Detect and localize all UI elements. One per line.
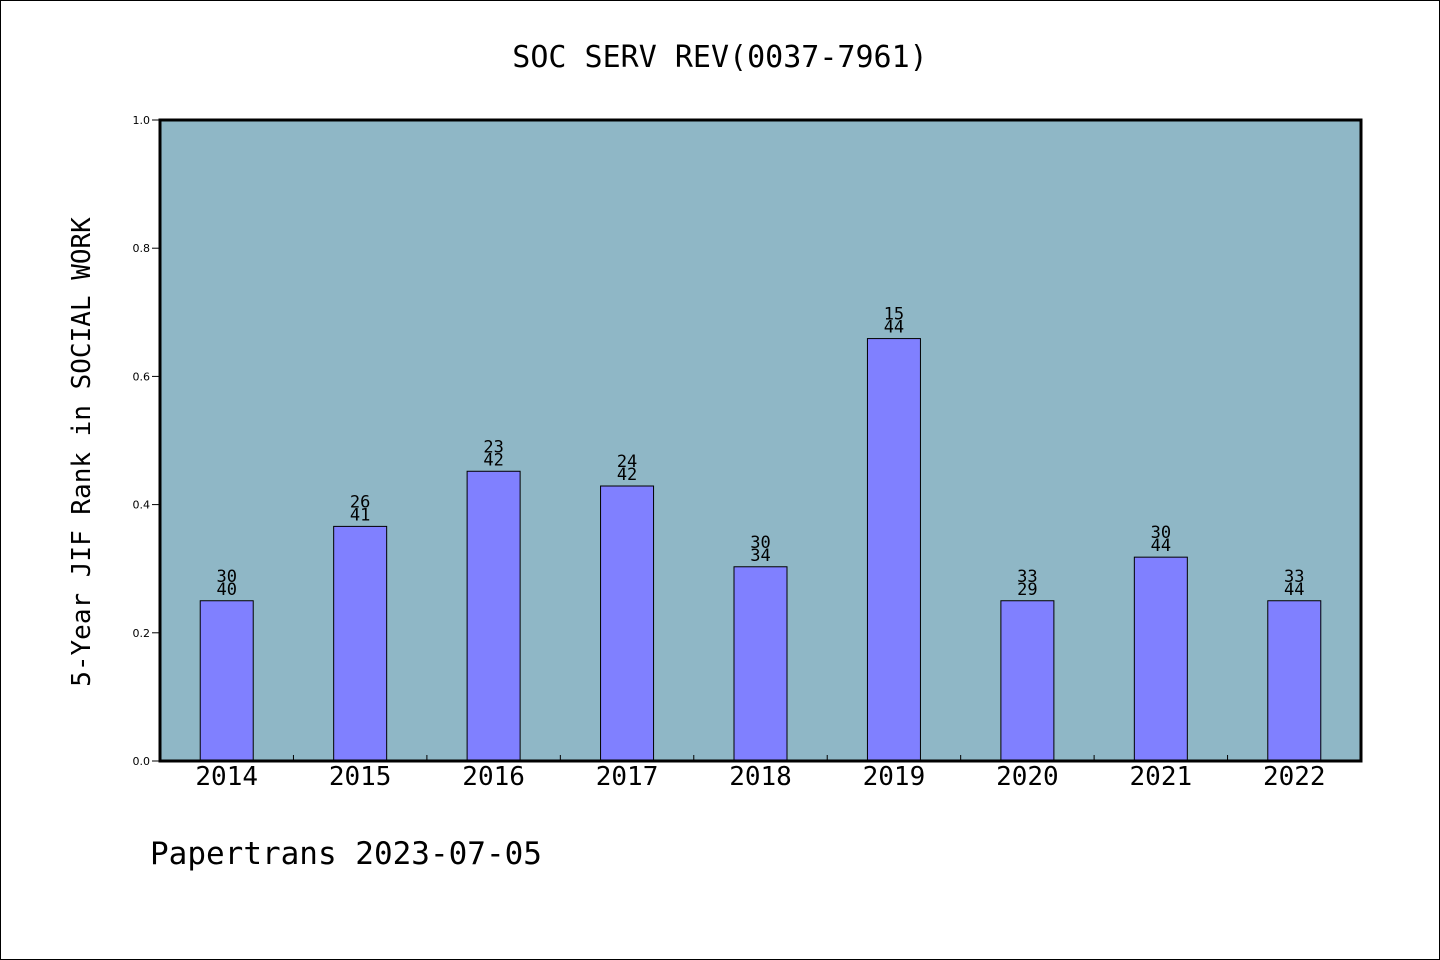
x-tick-label-2022: 2022 xyxy=(1263,762,1326,792)
bar-label-bottom-2014: 40 xyxy=(216,580,236,600)
bar-label-top-2020: 33 xyxy=(1017,567,1037,587)
bar-label-top-2021: 30 xyxy=(1151,523,1171,543)
bar-label-top-2016: 23 xyxy=(483,437,503,457)
y-tick-label: 0.2 xyxy=(133,627,151,640)
bar-label-bottom-2018: 34 xyxy=(750,546,770,566)
y-tick-label: 0.0 xyxy=(133,755,151,768)
y-axis-label: 5-Year JIF Rank in SOCIAL WORK xyxy=(67,217,97,687)
bar-label-top-2014: 30 xyxy=(216,567,236,587)
bars-group xyxy=(199,338,1322,762)
bar-label-bottom-2015: 41 xyxy=(350,505,370,525)
x-tick-label-2015: 2015 xyxy=(329,762,392,792)
y-axis: 0.0 0.2 0.4 0.6 0.8 1.0 xyxy=(133,114,160,768)
y-tick-label: 0.8 xyxy=(133,242,151,255)
x-tick-label-2020: 2020 xyxy=(996,762,1059,792)
bar-2014 xyxy=(199,600,254,762)
bar-label-bottom-2017: 42 xyxy=(617,465,637,485)
bar-2019 xyxy=(866,338,921,762)
x-tick-label-2019: 2019 xyxy=(863,762,926,792)
x-axis: 2014 2015 2016 2017 2018 2019 2020 2021 2022 xyxy=(195,755,1326,792)
bar-2016 xyxy=(466,470,521,762)
x-tick-label-2021: 2021 xyxy=(1130,762,1193,792)
bar-label-bottom-2021: 44 xyxy=(1151,536,1171,556)
bar-label-top-2018: 30 xyxy=(750,533,770,553)
x-tick-label-2014: 2014 xyxy=(195,762,258,792)
bar-2015 xyxy=(333,525,388,762)
bar-2022 xyxy=(1267,600,1322,762)
x-tick-label-2017: 2017 xyxy=(596,762,659,792)
bar-label-bottom-2016: 42 xyxy=(483,450,503,470)
bar-2017 xyxy=(600,485,655,762)
chart-title: SOC SERV REV(0037-7961) xyxy=(512,40,927,75)
bar-label-bottom-2020: 29 xyxy=(1017,580,1037,600)
bar-label-top-2019: 15 xyxy=(884,305,904,325)
bar-label-top-2022: 33 xyxy=(1284,567,1304,587)
bar-label-bottom-2022: 44 xyxy=(1284,580,1304,600)
plot-border xyxy=(158,118,1363,763)
y-tick-label: 0.4 xyxy=(133,499,151,512)
bar-label-bottom-2019: 44 xyxy=(884,318,904,338)
bar-label-top-2015: 26 xyxy=(350,492,370,512)
y-tick-label: 0.6 xyxy=(133,370,151,383)
y-tick-label: 1.0 xyxy=(133,114,151,127)
bar-2020 xyxy=(1000,600,1055,762)
footer-watermark: Papertrans 2023-07-05 xyxy=(150,836,542,872)
x-tick-label-2016: 2016 xyxy=(462,762,525,792)
bar-2021 xyxy=(1133,556,1188,762)
bar-label-top-2017: 24 xyxy=(617,452,637,472)
x-tick-label-2018: 2018 xyxy=(729,762,792,792)
bar-2018 xyxy=(733,566,788,762)
